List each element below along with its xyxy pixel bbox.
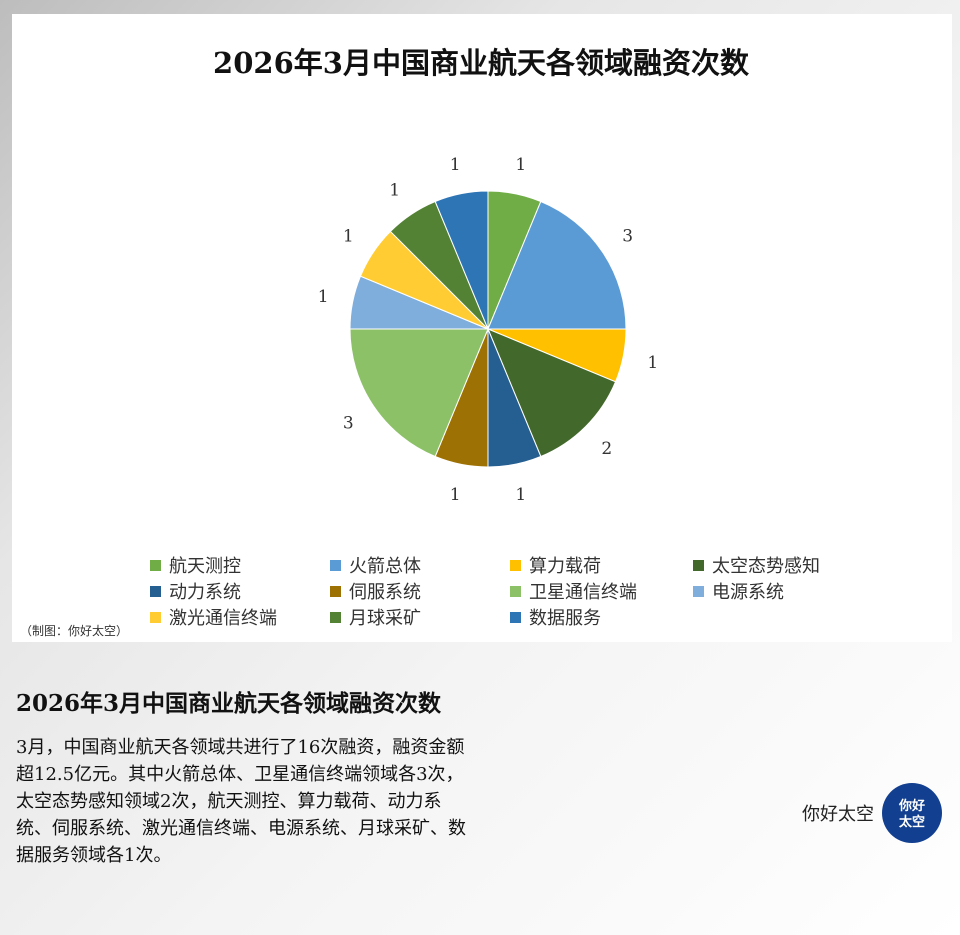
legend-swatch-10 [330, 612, 341, 623]
legend-swatch-9 [150, 612, 161, 623]
legend-swatch-2 [330, 560, 341, 571]
data-label-8: 1 [318, 287, 329, 307]
legend-label-10: 月球采矿 [349, 608, 421, 629]
chart-card: 2026年3月中国商业航天各领域融资次数 1 3 1 2 1 1 3 1 1 1 1 航天测控 火箭总… [12, 14, 952, 642]
data-label-11: 1 [450, 155, 461, 175]
data-label-5: 1 [515, 485, 526, 505]
svg-text:你好: 你好 [898, 798, 925, 814]
legend-swatch-4 [693, 560, 704, 571]
legend-item-10: 月球采矿 [330, 608, 421, 629]
data-label-10: 1 [389, 180, 400, 200]
legend-label-4: 太空态势感知 [712, 556, 820, 577]
pie-slice-11 [434, 190, 489, 330]
legend-item-4: 太空态势感知 [693, 556, 820, 577]
legend-label-11: 数据服务 [529, 608, 601, 629]
legend-label-3: 算力载荷 [529, 556, 601, 577]
pie-slice-4 [487, 328, 617, 458]
legend-swatch-3 [510, 560, 521, 571]
legend-item-9: 激光通信终端 [150, 608, 277, 629]
legend-label-8: 电源系统 [712, 582, 784, 603]
svg-text:太空: 太空 [898, 814, 925, 830]
data-label-6: 1 [450, 485, 461, 505]
legend-label-7: 卫星通信终端 [529, 582, 637, 603]
pie-slice-7 [349, 328, 489, 458]
legend-swatch-5 [150, 586, 161, 597]
pie-chart: 2026年3月中国商业航天各领域融资次数 1 3 1 2 1 1 3 1 1 1 1 航天测控 火箭总… [150, 46, 820, 629]
legend-item-6: 伺服系统 [330, 582, 421, 603]
legend-item-11: 数据服务 [510, 608, 601, 629]
legend-label-2: 火箭总体 [349, 556, 421, 577]
legend-swatch-11 [510, 612, 521, 623]
brand: 你好太空 你好 太空 [802, 783, 942, 843]
legend-label-5: 动力系统 [169, 582, 241, 603]
legend-item-3: 算力载荷 [510, 556, 601, 577]
chart-credit: （制图：你好太空） [20, 624, 129, 638]
brand-name: 你好太空 [802, 804, 874, 825]
brand-logo-icon: 你好 太空 [882, 783, 942, 843]
legend-swatch-8 [693, 586, 704, 597]
legend-item-7: 卫星通信终端 [510, 582, 637, 603]
caption-title: 2026年3月中国商业航天各领域融资次数 [16, 690, 442, 717]
legend-label-6: 伺服系统 [349, 582, 421, 603]
pie-slice-2 [487, 200, 627, 330]
caption-body: 3月，中国商业航天各领域共进行了16次融资，融资金额超12.5亿元。其中火箭总体… [16, 737, 466, 866]
legend-swatch-7 [510, 586, 521, 597]
legend-label-1: 航天测控 [169, 556, 241, 577]
pie-slices [349, 190, 627, 468]
data-label-4: 2 [601, 439, 612, 459]
legend-item-1: 航天测控 [150, 556, 241, 577]
legend-swatch-1 [150, 560, 161, 571]
data-labels: 1 3 1 2 1 1 3 1 1 1 1 [318, 155, 658, 505]
legend-item-2: 火箭总体 [330, 556, 421, 577]
legend-item-8: 电源系统 [693, 582, 784, 603]
data-label-3: 1 [647, 353, 658, 373]
data-label-1: 1 [515, 155, 526, 175]
legend-label-9: 激光通信终端 [169, 608, 277, 629]
legend-item-5: 动力系统 [150, 582, 241, 603]
data-label-2: 3 [622, 227, 633, 247]
chart-title: 2026年3月中国商业航天各领域融资次数 [213, 46, 750, 80]
data-label-9: 1 [343, 227, 354, 247]
legend-swatch-6 [330, 586, 341, 597]
data-label-7: 3 [343, 413, 354, 433]
